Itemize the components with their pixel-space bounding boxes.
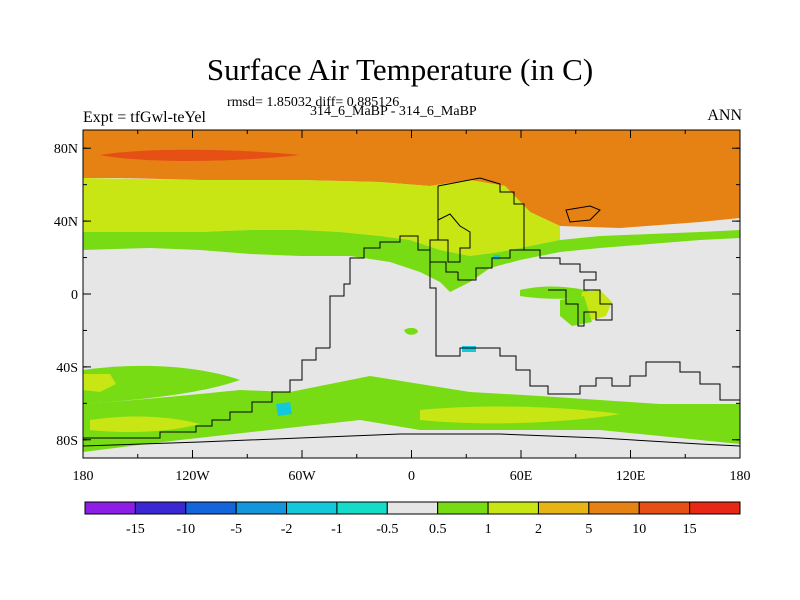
colorbar-swatch [235,501,288,515]
field-midlat-green [83,230,740,292]
colorbar-label: -10 [176,522,195,537]
field-cyan-patch-south [276,402,292,416]
colorbar-label: 10 [632,522,646,537]
colorbar-swatch [336,501,388,515]
lon-tick-label: 180 [73,469,94,484]
coastlines [83,177,740,447]
lon-tick-label: 0 [408,469,415,484]
field-south-neutral-coast [83,420,740,458]
colorbar-swatch [487,501,539,515]
lat-tick-label: 0 [71,288,78,303]
coastline-continent-south [429,186,740,401]
rmsd-diff-label: rmsd= 1.85032 diff= 0.885126 [227,95,400,110]
lon-tick-label: 120E [616,469,646,484]
colorbar-label: -0.5 [376,522,398,537]
coastline-america-south [83,347,330,439]
field-green-patch-east [520,286,600,299]
coastline-africa-eurasia [437,177,613,327]
colorbar-label: -15 [126,522,145,537]
colorbar-swatch [537,501,590,515]
lat-tick-label: 80S [56,434,78,449]
colorbar-label: -1 [331,522,343,537]
colorbar-swatch [386,501,439,515]
colorbar-swatch [638,501,691,515]
colorbar-label: -2 [281,522,293,537]
field-south-yellow-west2 [90,416,200,432]
field-green-dot [404,327,418,335]
colorbar-swatch [134,501,187,515]
colorbar-label: 15 [683,522,697,537]
colorbar-swatch [84,501,136,515]
experiment-label: Expt = tfGwl-teYel [83,109,206,126]
field-cyan-dot-1 [462,346,476,352]
comparison-label: 314_6_MaBP - 314_6_MaBP [310,104,477,119]
lon-tick-label: 180 [730,469,751,484]
field-north-red-streak [100,149,300,161]
longitude-axis: 180 120W 60W 0 60E 120E 180 [73,130,751,484]
lon-tick-label: 60W [288,469,316,484]
colorbar-swatch [286,501,338,515]
lon-tick-label: 120W [175,469,210,484]
coastline-inner-sea [437,213,471,263]
map-title: Surface Air Temperature (in C) [206,52,594,87]
colorbar-swatch [689,501,741,515]
coastline-antarctic [83,433,740,447]
colorbar-swatch [185,501,237,515]
lat-tick-label: 40S [56,361,78,376]
latitude-axis: 80N 40N 0 40S 80S [54,142,740,449]
lat-tick-label: 40N [54,215,78,230]
coastline-lake [565,205,601,223]
temperature-field [83,130,740,458]
field-south-yellow-west [83,374,116,392]
field-south-green-west [83,365,240,404]
lon-tick-label: 60E [510,469,533,484]
field-south-yellow-band [420,406,620,424]
colorbar-label: 5 [585,522,592,537]
colorbar-label: -5 [230,522,242,537]
colorbar-label: 1 [485,522,492,537]
colorbar-label: 0.5 [429,522,447,537]
colorbar-swatch [437,501,489,515]
lat-tick-label: 80N [54,142,78,157]
field-midlat-yellow [83,178,560,256]
colorbar-swatch [588,501,640,515]
season-label: ANN [707,107,742,124]
colorbar: -15 -10 -5 -2 -1 -0.5 0.5 1 2 5 10 15 [84,501,741,537]
colorbar-label: 2 [535,522,542,537]
